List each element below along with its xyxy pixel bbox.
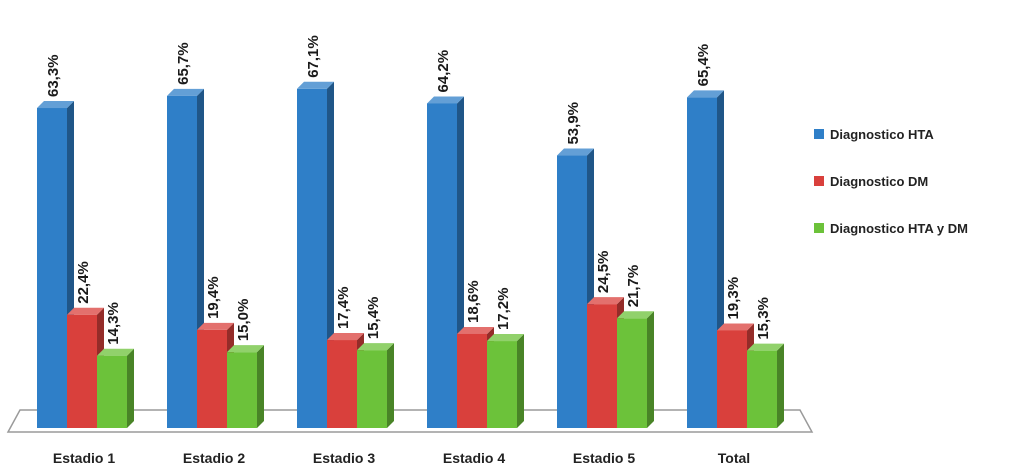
bar-top	[227, 345, 264, 353]
data-labels: 63,3% 22,4% 14,3% 65,7% 19,4% 15,0% 67,1% 17,4%…	[45, 35, 772, 344]
bar-side	[127, 348, 134, 428]
bar-top	[197, 322, 234, 330]
bar-hta-dm	[357, 343, 394, 428]
bar-front	[357, 350, 387, 428]
bar-front	[747, 350, 777, 428]
bar-top	[357, 343, 394, 351]
bar-top	[427, 96, 464, 104]
bar-front	[687, 97, 717, 428]
bar-side	[517, 334, 524, 428]
bar-hta-dm	[227, 345, 264, 428]
bar-side	[387, 343, 394, 428]
bar-top	[67, 307, 104, 315]
bar-front	[197, 329, 227, 428]
bar-top	[557, 148, 594, 156]
bar-top	[587, 297, 624, 305]
bar-front	[617, 318, 647, 428]
bar-front	[587, 304, 617, 428]
category-label: Estadio 5	[573, 450, 635, 466]
data-label: 15,0%	[235, 299, 252, 342]
bar-front	[37, 108, 67, 429]
bar-side	[777, 343, 784, 428]
category-label: Estadio 2	[183, 450, 245, 466]
bar-top	[487, 334, 524, 342]
bar-hta	[297, 81, 334, 428]
legend-swatch	[814, 176, 824, 186]
legend-label: Diagnostico HTA y DM	[830, 220, 968, 236]
bar-top	[297, 81, 334, 89]
bar-top	[687, 90, 724, 98]
bar-front	[297, 88, 327, 428]
data-label: 63,3%	[45, 54, 62, 97]
bar-front	[67, 314, 97, 428]
legend-item-hta-dm[interactable]: Diagnostico HTA y DM	[814, 216, 1014, 240]
bar-top	[167, 88, 204, 96]
bars	[37, 81, 784, 429]
bar-top	[457, 326, 494, 334]
legend-item-hta[interactable]: Diagnostico HTA	[814, 122, 1014, 146]
bar-front	[167, 95, 197, 428]
bar-top	[717, 323, 754, 331]
bar-front	[327, 340, 357, 428]
data-label: 15,3%	[755, 297, 772, 340]
data-label: 17,4%	[335, 286, 352, 329]
data-label: 19,4%	[205, 276, 222, 319]
data-label: 67,1%	[305, 35, 322, 78]
legend-swatch	[814, 129, 824, 139]
bar-hta-dm	[747, 343, 784, 428]
bar-hta	[557, 148, 594, 428]
legend-item-dm[interactable]: Diagnostico DM	[814, 169, 1014, 193]
legend-label: Diagnostico HTA	[830, 126, 934, 142]
data-label: 14,3%	[105, 302, 122, 345]
data-label: 65,7%	[175, 42, 192, 85]
bar-top	[97, 348, 134, 356]
data-label: 15,4%	[365, 297, 382, 340]
legend-label: Diagnostico DM	[830, 173, 929, 189]
bar-front	[97, 355, 127, 428]
bar-front	[427, 103, 457, 429]
category-label: Estadio 3	[313, 450, 375, 466]
data-label: 24,5%	[595, 251, 612, 294]
bar-side	[257, 345, 264, 428]
bar-front	[717, 330, 747, 428]
legend-swatch	[814, 223, 824, 233]
legend: Diagnostico HTA Diagnostico DM Diagnosti…	[814, 122, 1014, 263]
bar-front	[487, 341, 517, 428]
bar-front	[457, 333, 487, 428]
data-label: 22,4%	[75, 261, 92, 304]
bar-top	[747, 343, 784, 351]
bar-hta-dm	[617, 311, 654, 428]
data-label: 64,2%	[435, 50, 452, 93]
data-label: 17,2%	[495, 288, 512, 331]
bar-top	[327, 333, 364, 341]
data-label: 19,3%	[725, 277, 742, 320]
bar-top	[37, 101, 74, 109]
bar-hta-dm	[487, 334, 524, 428]
category-labels: Estadio 1 Estadio 2 Estadio 3 Estadio 4 Esta…	[53, 450, 750, 466]
category-label: Estadio 4	[443, 450, 505, 466]
bar-hta-dm	[97, 348, 134, 428]
data-label: 21,7%	[625, 265, 642, 308]
data-label: 53,9%	[565, 102, 582, 145]
bar-front	[227, 352, 257, 428]
bar-side	[647, 311, 654, 428]
category-label: Estadio 1	[53, 450, 115, 466]
bar-top	[617, 311, 654, 319]
data-label: 65,4%	[695, 44, 712, 87]
bar-front	[557, 155, 587, 428]
category-label: Total	[718, 450, 750, 466]
data-label: 18,6%	[465, 280, 482, 323]
